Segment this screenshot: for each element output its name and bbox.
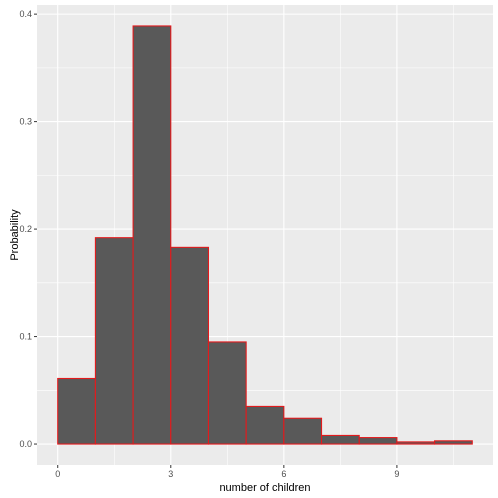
- histogram-bar: [94, 237, 134, 445]
- x-tick-label: 3: [168, 469, 173, 479]
- minor-grid: [37, 5, 493, 465]
- x-tick-label: 9: [394, 469, 399, 479]
- histogram-bar: [207, 341, 247, 445]
- x-tick-label: 0: [55, 469, 60, 479]
- histogram-bar: [320, 434, 360, 445]
- x-axis-title: number of children: [219, 482, 310, 494]
- x-tick-label: 6: [281, 469, 286, 479]
- y-tick-label: 0.1: [19, 332, 32, 342]
- histogram-bar: [283, 417, 323, 445]
- y-tick-label: 0.2: [19, 224, 32, 234]
- y-tick-label: 0.4: [19, 9, 32, 19]
- histogram-bar: [358, 437, 398, 445]
- histogram-bar: [434, 440, 473, 445]
- y-tick-label: 0.0: [19, 439, 32, 449]
- y-tick-label: 0.3: [19, 117, 32, 127]
- bars-layer: [57, 25, 473, 445]
- histogram-bar: [245, 405, 285, 445]
- histogram-bar: [170, 246, 210, 445]
- y-axis-title: Probability: [9, 209, 21, 261]
- histogram-bar: [396, 441, 436, 445]
- histogram-bar: [132, 25, 172, 445]
- y-axis: 0.0 0.1 0.2 0.3 0.4: [19, 9, 37, 449]
- x-axis: 0 3 6 9: [55, 465, 399, 479]
- histogram-bar: [57, 377, 96, 445]
